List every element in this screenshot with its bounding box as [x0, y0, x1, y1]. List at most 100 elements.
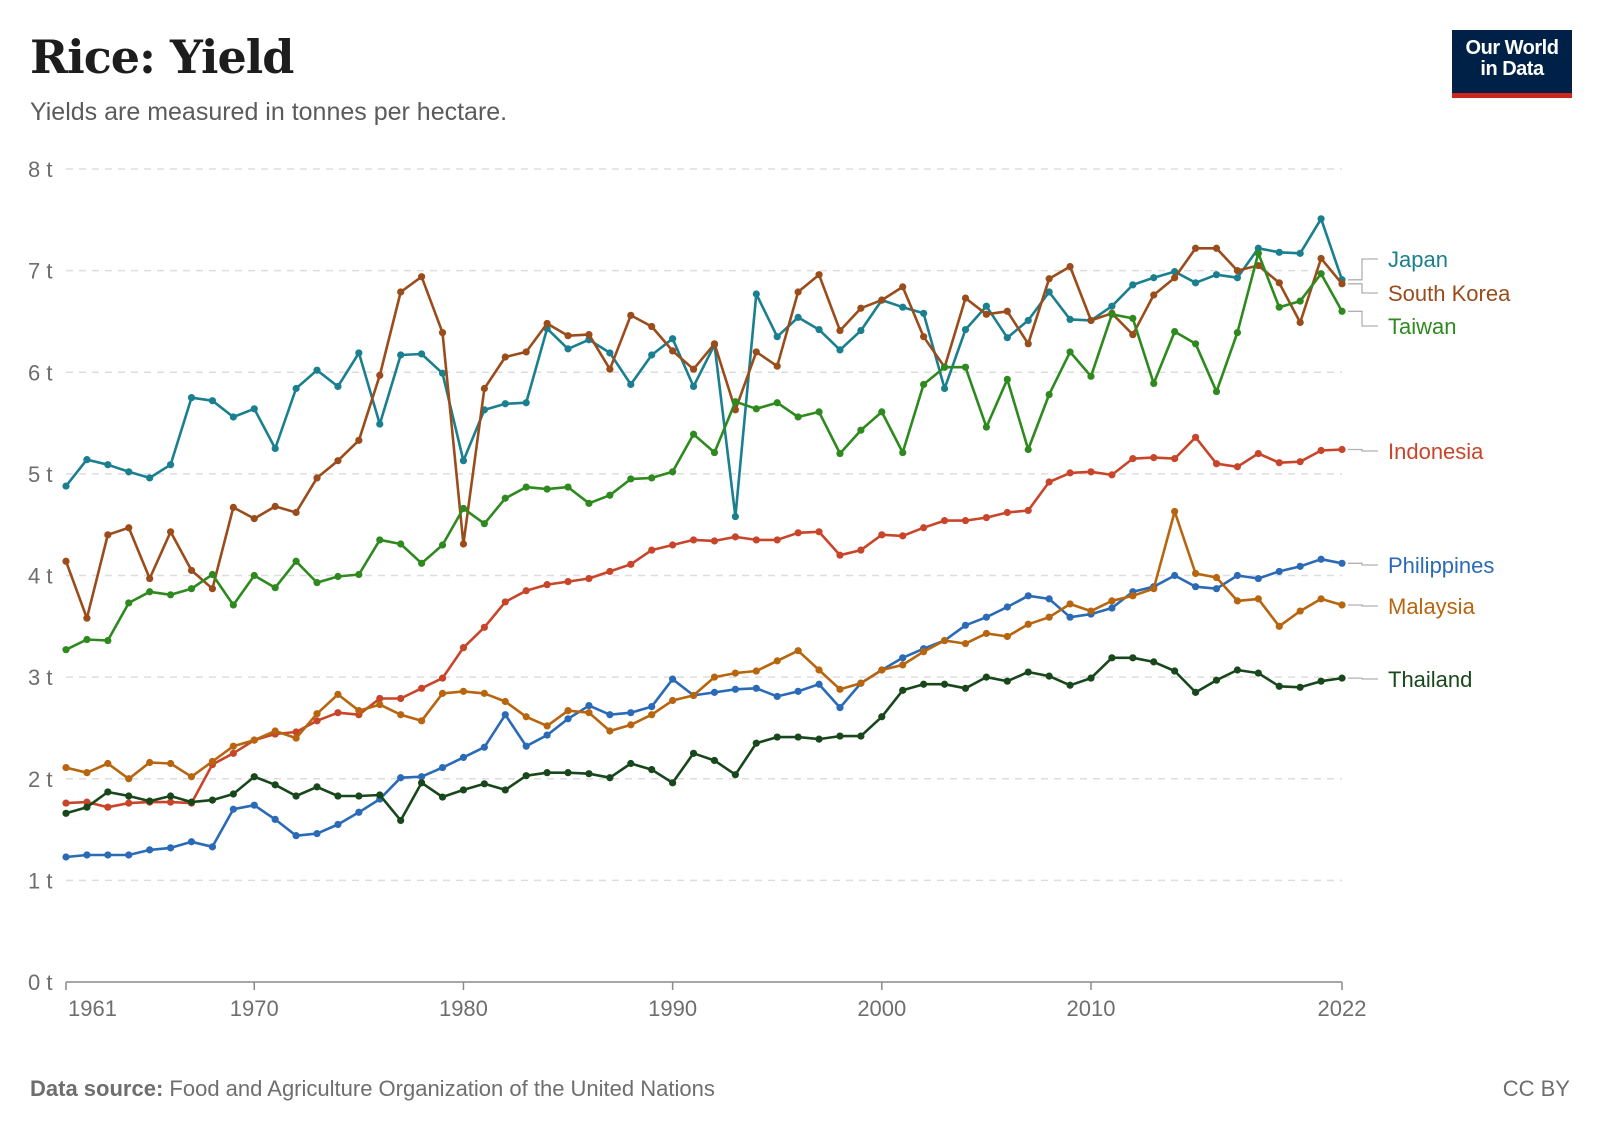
data-point-indonesia	[585, 574, 593, 583]
y-tick-label: 5 t	[28, 462, 52, 487]
data-point-south-korea	[1233, 267, 1242, 275]
data-point-thailand	[166, 792, 175, 800]
data-point-indonesia	[438, 674, 447, 682]
data-point-japan	[522, 399, 530, 407]
data-point-malaysia	[355, 707, 363, 715]
data-point-south-korea	[627, 311, 635, 319]
data-point-thailand	[564, 769, 572, 777]
data-point-japan	[1191, 279, 1200, 287]
data-point-taiwan	[606, 491, 614, 499]
data-point-malaysia	[229, 742, 237, 750]
data-point-thailand	[229, 790, 237, 798]
data-point-malaysia	[397, 711, 405, 719]
data-point-south-korea	[1024, 340, 1032, 348]
data-point-philippines	[104, 851, 112, 859]
data-point-malaysia	[815, 666, 823, 674]
x-tick-label: 2010	[1067, 996, 1116, 1021]
data-point-philippines	[752, 684, 760, 692]
data-point-taiwan	[1024, 445, 1032, 454]
x-tick-label: 2000	[857, 996, 906, 1021]
data-point-taiwan	[522, 483, 530, 491]
data-point-malaysia	[627, 721, 635, 729]
y-tick-label: 3 t	[28, 665, 52, 690]
data-point-philippines	[773, 692, 781, 701]
data-point-malaysia	[878, 666, 886, 674]
data-point-philippines	[1191, 583, 1200, 591]
label-connector-thailand	[1348, 677, 1378, 680]
data-point-taiwan	[62, 646, 70, 654]
data-point-philippines	[271, 815, 279, 824]
data-point-south-korea	[1338, 280, 1346, 288]
data-point-philippines	[585, 701, 593, 710]
data-point-thailand	[1233, 666, 1242, 674]
data-point-thailand	[669, 779, 677, 787]
data-point-thailand	[689, 749, 698, 757]
data-point-japan	[125, 468, 133, 476]
series-label-group-south-korea: South Korea	[1348, 281, 1511, 306]
data-point-malaysia	[1045, 613, 1053, 621]
data-point-south-korea	[836, 326, 844, 335]
data-source-text[interactable]: Food and Agriculture Organization of the…	[169, 1076, 715, 1101]
series-label-group-indonesia: Indonesia	[1348, 439, 1484, 464]
gridlines	[66, 168, 1342, 882]
logo-line-1: Our World	[1465, 37, 1559, 59]
x-tick-label: 1970	[230, 996, 279, 1021]
data-point-japan	[62, 482, 70, 490]
data-point-indonesia	[334, 709, 342, 717]
data-point-indonesia	[899, 532, 907, 540]
data-point-south-korea	[982, 310, 990, 318]
data-point-south-korea	[187, 566, 196, 575]
data-point-indonesia	[543, 581, 551, 589]
data-point-philippines	[397, 774, 405, 782]
y-tick-label: 1 t	[28, 868, 52, 893]
data-point-thailand	[940, 680, 949, 688]
data-point-indonesia	[1296, 458, 1304, 466]
data-point-taiwan	[878, 408, 886, 416]
data-point-taiwan	[648, 474, 656, 482]
data-point-malaysia	[271, 727, 279, 735]
data-point-taiwan	[1003, 375, 1011, 383]
data-point-south-korea	[878, 296, 886, 304]
data-point-taiwan	[104, 636, 112, 645]
data-point-taiwan	[438, 541, 447, 549]
data-point-philippines	[208, 843, 217, 851]
data-point-taiwan	[710, 448, 719, 457]
data-point-taiwan	[166, 591, 175, 599]
data-point-japan	[438, 369, 447, 377]
data-point-south-korea	[397, 288, 405, 296]
data-point-philippines	[1233, 571, 1242, 580]
data-point-philippines	[62, 853, 70, 861]
data-point-indonesia	[62, 799, 70, 807]
data-point-philippines	[229, 805, 237, 813]
data-point-philippines	[313, 830, 321, 838]
data-point-thailand	[459, 786, 468, 794]
series-lines	[62, 215, 1346, 861]
data-point-south-korea	[606, 365, 614, 373]
license-link[interactable]: CC BY	[1502, 1076, 1570, 1101]
data-point-indonesia	[1191, 433, 1200, 441]
data-point-indonesia	[1338, 445, 1346, 454]
data-point-japan	[1275, 248, 1283, 256]
data-point-taiwan	[752, 405, 760, 413]
series-label-japan: Japan	[1388, 247, 1448, 272]
data-point-philippines	[1338, 559, 1346, 567]
data-point-japan	[815, 325, 823, 334]
data-point-south-korea	[1003, 307, 1011, 315]
data-point-philippines	[250, 801, 258, 809]
data-point-japan	[418, 350, 426, 358]
data-point-thailand	[480, 780, 488, 788]
data-point-taiwan	[1191, 340, 1200, 348]
data-point-malaysia	[522, 713, 530, 721]
data-point-thailand	[438, 793, 447, 801]
owid-logo[interactable]: Our World in Data	[1452, 30, 1572, 98]
data-point-indonesia	[1233, 463, 1242, 471]
data-point-malaysia	[794, 647, 802, 655]
data-point-philippines	[627, 709, 635, 717]
data-point-japan	[648, 351, 656, 359]
data-point-south-korea	[438, 329, 447, 337]
data-point-indonesia	[731, 533, 739, 541]
data-point-south-korea	[543, 319, 551, 328]
data-point-indonesia	[125, 799, 133, 807]
data-point-indonesia	[1150, 454, 1158, 462]
data-point-taiwan	[543, 485, 551, 493]
